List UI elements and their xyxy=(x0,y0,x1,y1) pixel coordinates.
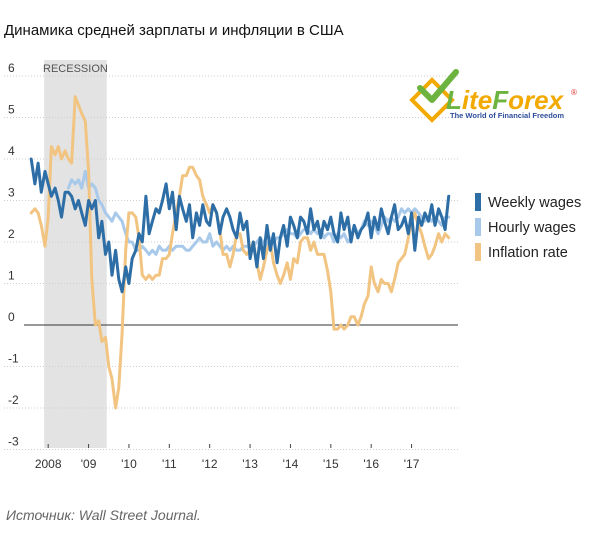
logo-wordmark: LiteForex xyxy=(446,85,565,115)
logo-tagline: The World of Financial Freedom xyxy=(450,111,564,120)
page-title: Динамика средней зарплаты и инфляции в С… xyxy=(4,22,344,39)
y-tick-label: 1 xyxy=(8,269,15,283)
y-tick-label: 6 xyxy=(8,61,15,75)
x-tick-label: '09 xyxy=(81,457,97,471)
y-gridlines xyxy=(4,75,458,450)
liteforex-logo: LiteForex ® The World of Financial Freed… xyxy=(409,69,577,123)
y-tick-label: 0 xyxy=(8,310,15,324)
legend: Weekly wages Hourly wages Inflation rate xyxy=(475,193,581,261)
series-lines xyxy=(29,95,451,410)
logo-mark-icon xyxy=(409,69,459,123)
recession-band xyxy=(44,60,107,448)
y-tick-label: 4 xyxy=(8,144,15,158)
x-tick-label: '12 xyxy=(202,457,218,471)
y-axis-ticks: 6 5 4 3 2 1 0 -1 -2 -3 xyxy=(8,61,19,449)
legend-swatch-hourly xyxy=(475,218,481,236)
legend-label-hourly: Hourly wages xyxy=(488,220,576,236)
x-tick-label: '11 xyxy=(162,457,177,471)
y-tick-label: 3 xyxy=(8,186,15,200)
x-tick-label: '16 xyxy=(363,457,379,471)
series-line-weekly-wages xyxy=(29,157,451,294)
legend-swatch-inflation xyxy=(475,243,481,261)
legend-swatch-weekly xyxy=(475,193,481,211)
y-tick-label: -3 xyxy=(8,435,19,449)
y-tick-label: -2 xyxy=(8,393,19,407)
x-tick-label: 2008 xyxy=(35,457,62,471)
x-tick-label: '10 xyxy=(121,457,137,471)
x-tick-label: '14 xyxy=(283,457,299,471)
series-line-inflation-rate xyxy=(29,95,451,410)
recession-label: RECESSION xyxy=(43,63,108,75)
source-note: Источник: Wall Street Journal. xyxy=(6,507,201,523)
y-tick-label: 5 xyxy=(8,103,15,117)
x-axis-ticks: 2008 '09 '10 '11 '12 '13 '14 '15 '16 '17 xyxy=(35,444,420,471)
x-tick-label: '15 xyxy=(323,457,339,471)
x-tick-label: '17 xyxy=(404,457,420,471)
logo-trademark: ® xyxy=(571,88,577,97)
legend-label-inflation: Inflation rate xyxy=(488,245,568,261)
y-tick-label: -1 xyxy=(8,352,19,366)
legend-label-weekly: Weekly wages xyxy=(488,195,581,211)
x-tick-label: '13 xyxy=(242,457,258,471)
y-tick-label: 2 xyxy=(8,227,15,241)
